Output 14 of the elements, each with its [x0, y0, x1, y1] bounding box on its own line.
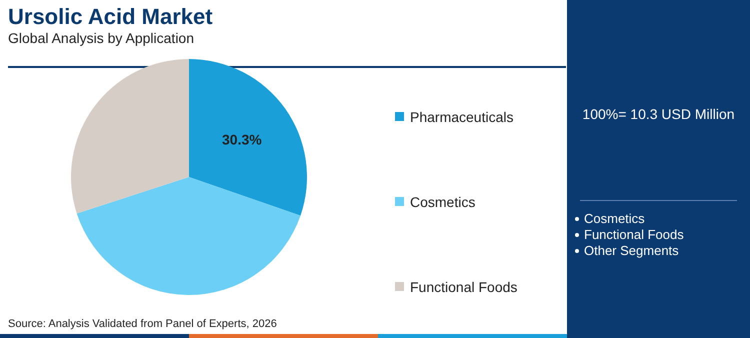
- legend-label: Cosmetics: [409, 192, 476, 212]
- chart-subtitle: Global Analysis by Application: [8, 30, 194, 46]
- data-label: 30.3%: [222, 131, 262, 148]
- pie-slice: [71, 59, 189, 214]
- source-note: Source: Analysis Validated from Panel of Experts, 2026: [8, 318, 277, 330]
- legend-label: Pharmaceuticals: [409, 108, 514, 126]
- text: Other Segments: [583, 243, 680, 259]
- text: Functional Foods: [583, 227, 684, 243]
- pie-slice: [189, 59, 307, 216]
- chart-title: Ursolic Acid Market: [8, 4, 213, 30]
- legend-label: Functional Foods: [409, 278, 518, 296]
- text: Cosmetics: [583, 211, 646, 227]
- pie-slice: [76, 177, 301, 295]
- text: 100%= 10.3 USD Million: [581, 106, 736, 122]
